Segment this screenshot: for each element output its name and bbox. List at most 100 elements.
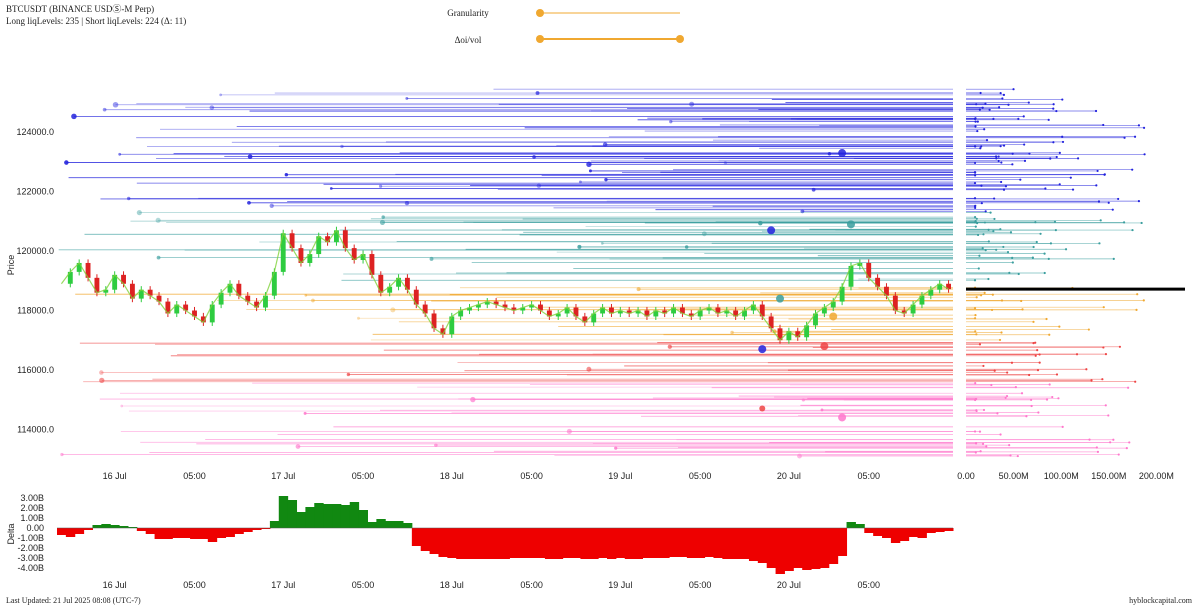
profile-bar-end [1112,438,1115,441]
candle-body [334,230,339,243]
delta-bar [252,528,262,530]
profile-bar-end [1104,353,1108,356]
profile-bar-end [975,296,978,299]
profile-bar-end [1004,396,1007,400]
profile-bar-end [1052,107,1055,110]
candle-body [795,331,801,338]
liq-level-dot [329,187,333,190]
delta-bar [571,528,581,558]
profile-bar-end [985,139,989,142]
delta-bar [127,527,138,528]
delta-bar [899,528,910,541]
profile-bar-end [1047,118,1050,121]
profile-bar-end [1052,103,1055,106]
profile-bar-end [1087,328,1090,331]
delta-bar [296,512,306,528]
price-tick-label: 118000.0 [17,306,54,316]
candle-body [768,316,774,329]
profile-bar-end [1049,242,1053,245]
profile-bar-end [993,369,996,372]
candle-body [458,310,464,317]
profile-bar-end [1098,242,1101,245]
brand-text: hyblockcapital.com [1129,596,1192,605]
candle-body [307,254,313,263]
liquidation-levels [58,88,953,459]
delta-bar [65,528,76,537]
candle-body [103,289,109,293]
delta-bar [509,528,519,558]
profile-bar-end [1017,117,1020,120]
liq-level-dot [730,330,734,335]
profile-bar-end [996,412,999,415]
delta-bar [740,528,750,559]
delta-bar [57,528,67,535]
profile-bar-end [1008,444,1011,447]
delta-bar [775,528,785,574]
profile-bar-end [1118,345,1121,348]
profile-bar-end [980,202,983,205]
last-updated: Last Updated: 21 Jul 2025 08:08 (UTC-7) [6,596,141,605]
delta-bar [367,522,377,528]
profile-bar-end [975,409,978,412]
liq-level-dot [405,96,409,100]
profile-bar-end [1009,231,1013,234]
liq-level-dot [99,370,104,375]
candle-body [316,236,322,255]
profile-bar-end [1061,425,1064,429]
delta-bar [837,528,848,556]
profile-bar-end [997,155,1000,158]
liq-bubble [838,413,847,422]
candle-body [937,283,943,290]
profile-bar-end [1002,245,1005,249]
profile-bar-end [974,314,977,317]
delta-bar [456,528,466,559]
candle-body [85,262,91,278]
profile-bar-end [1061,140,1065,144]
delta-tick-label: 3.00B [20,493,44,503]
profile-bar-end [1076,157,1080,160]
candle-body [121,274,126,284]
delta-tick-label: 0.00 [26,523,44,533]
profile-bar-end [1064,248,1068,251]
profile-bar-end [1143,153,1146,156]
profile-bar-end [1061,98,1064,101]
profile-bar-end [1025,415,1028,418]
profile-bar-end [974,220,977,223]
oi-vol-slider-min-knob[interactable] [536,35,544,43]
profile-bar-end [1045,398,1049,401]
profile-tick-label: 50.00M [999,471,1029,481]
liq-level-dot [126,196,131,201]
volume-profile: 0.00 50.00M 100.00M 150.00M 200.00M [954,53,1185,481]
delta-time-tick-label: 05:00 [520,580,543,590]
oi-vol-slider-max-knob[interactable] [676,35,684,43]
delta-bar [873,528,883,536]
profile-bar-end [1107,414,1110,417]
candle-body [813,313,818,326]
liq-level-dot [667,344,672,349]
profile-bar-end [973,307,977,310]
profile-bar-end [1000,331,1003,334]
liq-level-dot [219,93,222,97]
profile-bar-end [973,216,977,219]
profile-bar-end [973,430,977,433]
profile-bar-end [977,267,980,270]
liq-level-dot [381,215,385,219]
profile-bar-end [1111,208,1114,211]
candle-body [422,304,428,314]
candle-body [582,316,588,323]
profile-bar-end [1095,446,1098,449]
liq-level-dot [566,428,572,435]
candle-body [609,307,614,314]
candle-body [555,313,561,317]
granularity-slider-knob[interactable] [536,9,544,17]
candle-body [679,307,685,314]
delta-time-tick-label: 17 Jul [271,580,295,590]
candle-body [821,307,827,314]
candle-body [254,301,260,308]
profile-bar-end [974,206,977,209]
profile-bar-end [1048,333,1051,336]
profile-bar-end [981,442,985,445]
liq-bubble [820,342,829,351]
profile-bar-end [993,197,996,200]
